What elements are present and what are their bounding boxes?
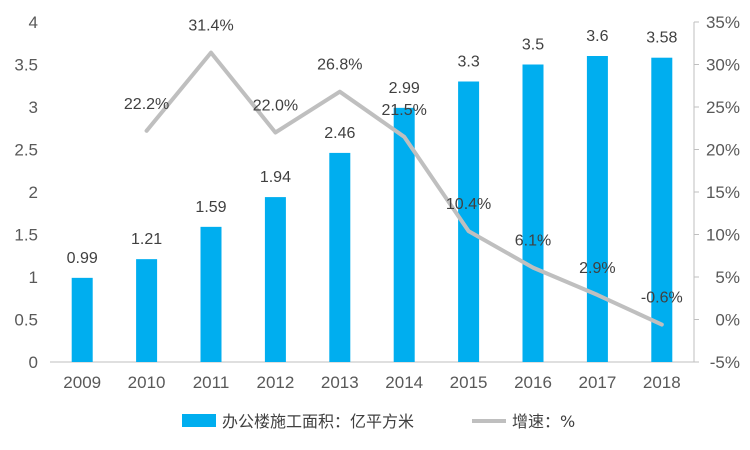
x-tick-label: 2011 — [193, 373, 230, 392]
y-right-tick-label: -5% — [710, 353, 740, 372]
y-right-tick-label: 10% — [706, 226, 740, 245]
line-data-label: 31.4% — [188, 18, 233, 35]
y-left-tick-label: 0 — [29, 353, 38, 372]
y-right-tick-label: 5% — [715, 268, 740, 287]
bar-data-label: 2.46 — [324, 125, 355, 142]
y-left-tick-label: 4 — [29, 13, 38, 32]
bar — [71, 277, 93, 362]
bar-data-label: 3.58 — [646, 30, 677, 47]
bar-data-label: 2.99 — [389, 80, 420, 97]
y-right-tick-label: 30% — [706, 56, 740, 75]
line-data-label: 2.9% — [579, 260, 615, 277]
y-left-tick-label: 2 — [29, 183, 38, 202]
bar-data-label: 1.21 — [131, 231, 162, 248]
y-left-tick-label: 2.5 — [14, 141, 38, 160]
y-right-tick-label: 20% — [706, 141, 740, 160]
line-data-label: -0.6% — [641, 290, 683, 307]
y-left-tick-label: 3 — [29, 98, 38, 117]
bar — [393, 107, 415, 362]
bar-data-label: 3.5 — [522, 37, 544, 54]
bar — [586, 56, 608, 362]
bar-data-label: 1.94 — [260, 169, 291, 186]
bar — [264, 197, 286, 362]
bar — [651, 57, 673, 362]
bar — [200, 226, 222, 362]
legend-label-line: 增速：% — [512, 412, 575, 431]
line-data-label: 22.0% — [253, 98, 298, 115]
bar — [329, 152, 351, 362]
x-tick-label: 2015 — [450, 373, 488, 392]
line-data-label: 6.1% — [515, 233, 551, 250]
bar-data-label: 3.6 — [586, 28, 608, 45]
y-right-tick-label: 0% — [715, 311, 740, 330]
x-tick-label: 2018 — [643, 373, 681, 392]
x-tick-label: 2009 — [63, 373, 101, 392]
bar — [136, 259, 158, 362]
x-tick-label: 2013 — [321, 373, 359, 392]
y-right-tick-label: 15% — [706, 183, 740, 202]
bar — [522, 64, 544, 362]
y-left-tick-label: 0.5 — [14, 311, 38, 330]
bar-data-label: 3.3 — [457, 54, 479, 71]
y-right-tick-label: 25% — [706, 98, 740, 117]
x-tick-label: 2017 — [578, 373, 616, 392]
line-data-label: 10.4% — [446, 196, 491, 213]
x-tick-label: 2014 — [385, 373, 423, 392]
line-data-label: 26.8% — [317, 57, 362, 74]
x-tick-label: 2012 — [256, 373, 294, 392]
bar-data-label: 0.99 — [67, 250, 98, 267]
y-left-tick-label: 3.5 — [14, 56, 38, 75]
y-right-tick-label: 35% — [706, 13, 740, 32]
y-left-tick-label: 1.5 — [14, 226, 38, 245]
y-left-tick-label: 1 — [29, 268, 38, 287]
legend-swatch-bar — [182, 414, 216, 427]
bar-data-label: 1.59 — [195, 199, 226, 216]
bar — [458, 81, 480, 362]
line-data-label: 21.5% — [382, 102, 427, 119]
x-tick-label: 2016 — [514, 373, 552, 392]
x-tick-label: 2010 — [128, 373, 166, 392]
legend-label-bar: 办公楼施工面积：亿平方米 — [222, 412, 414, 431]
line-data-label: 22.2% — [124, 96, 169, 113]
